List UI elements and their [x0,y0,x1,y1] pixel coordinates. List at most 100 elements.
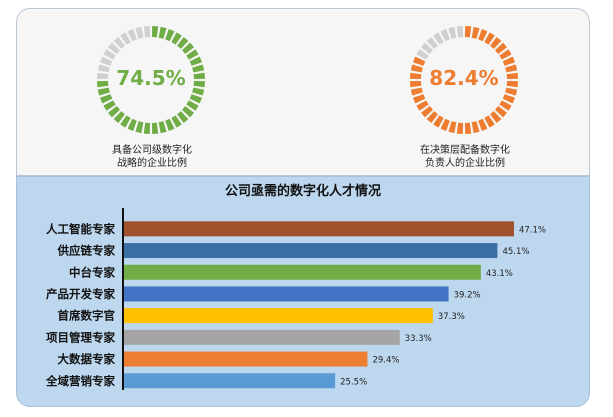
gauge-1-segment [440,29,450,42]
gauge-1-segment [505,87,518,96]
gauge-1-segment [499,49,512,60]
gauge-1-segment [413,94,426,104]
gauge-0-segment [135,26,144,39]
gauge-1-segment [448,121,457,134]
gauge-1-segment [426,111,438,123]
gauge-1-segment [464,26,472,38]
category-label: 大数据专家 [58,352,116,366]
bar [124,243,498,259]
category-label: 项目管理专家 [46,330,115,344]
category-label: 首席数字官 [58,309,116,323]
gauge-0-segment [120,115,131,128]
gauge-ring-strategy [97,26,205,134]
gauge-1-segment [433,115,444,128]
gauge-1-segment [410,87,423,96]
gauge-0-segment [171,32,182,45]
gauge-0-segment [120,32,131,45]
gauge-1-segment [506,72,518,80]
gauge-0-segment [143,26,151,38]
gauge-1-segment [416,49,429,60]
gauge-1-segment [502,56,515,66]
gauge-0-segment [182,42,194,54]
gauge-1-segment [426,37,438,49]
gauge-0-segment [113,37,125,49]
gauge-0-segment [186,100,199,111]
gauge-1-segment [505,64,518,73]
gauge-0-segment [186,49,199,60]
gauge-0-segment [193,72,205,80]
gauge-1-segment [495,42,507,54]
gauge-1-segment [410,80,422,88]
gauge-0-segment [151,26,159,38]
gauge-1-segment [484,115,495,128]
gauge-0-segment [135,121,144,134]
gauge-ring-leadership [410,26,518,134]
gauge-1-segment [464,122,472,134]
gauge-caption-leadership-line1: 在决策层配备数字化 [420,145,510,156]
gauge-caption-leadership: 在决策层配备数字化 负责人的企业比例 [390,144,540,170]
gauge-0-segment [103,49,116,60]
gauge-0-segment [113,111,125,123]
data-label: 47.1% [519,225,546,235]
gauge-0-segment [158,121,167,134]
gauge-0-segment [151,122,159,134]
gauge-1-segment [490,111,502,123]
gauge-1-segment [490,37,502,49]
gauge-1-segment [456,26,464,38]
gauge-1-segment [471,121,480,134]
category-label: 供应链专家 [57,244,116,258]
gauge-1-segment [499,100,512,111]
category-label: 中台专家 [69,265,115,279]
gauge-0-segment [171,115,182,128]
bar [124,308,433,324]
gauge-1-segment [506,80,518,88]
gauge-1-segment [502,94,515,104]
gauge-0-segment [192,87,205,96]
gauge-1-segment [495,106,507,118]
gauge-0-segment [143,122,151,134]
gauge-1-segment [478,118,488,131]
category-label: 全域营销专家 [45,374,115,388]
gauge-0-segment [158,26,167,39]
data-label: 43.1% [486,269,513,279]
gauge-0-segment [189,94,202,104]
gauge-0-segment [177,111,189,123]
gauge-0-segment [189,56,202,66]
gauge-0-segment [182,106,194,118]
gauge-1-segment [433,32,444,45]
bar [124,286,449,302]
gauge-0-segment [127,29,137,42]
bar [124,351,368,367]
gauge-1-segment [421,42,433,54]
gauge-0-segment [97,64,110,73]
gauge-caption-strategy: 具备公司级数字化 战略的企业比例 [77,144,227,170]
gauge-0-segment [165,29,175,42]
gauge-0-segment [108,106,120,118]
gauge-caption-leadership-line2: 负责人的企业比例 [425,158,505,169]
gauge-0-segment [127,118,137,131]
data-label: 45.1% [502,247,529,257]
gauge-1-segment [413,56,426,66]
gauge-value-leadership: 82.4% [429,66,499,90]
gauge-caption-strategy-line1: 具备公司级数字化 [112,145,192,156]
gauge-0-segment [108,42,120,54]
gauge-0-segment [97,80,109,88]
chart-title: 公司亟需的数字化人才情况 [224,184,381,199]
gauge-0-segment [100,94,113,104]
bar [124,264,481,280]
gauge-0-segment [177,37,189,49]
data-label: 29.4% [372,356,399,366]
gauge-1-segment [456,122,464,134]
gauge-1-segment [416,100,429,111]
gauge-0-segment [97,87,110,96]
bar [124,329,400,345]
gauge-caption-strategy-line2: 战略的企业比例 [117,158,187,169]
gauge-1-segment [484,32,495,45]
data-label: 33.3% [405,334,432,344]
gauge-1-segment [440,118,450,131]
gauge-1-segment [410,72,422,80]
gauge-1-segment [421,106,433,118]
gauge-1-segment [410,64,423,73]
gauge-1-segment [471,26,480,39]
